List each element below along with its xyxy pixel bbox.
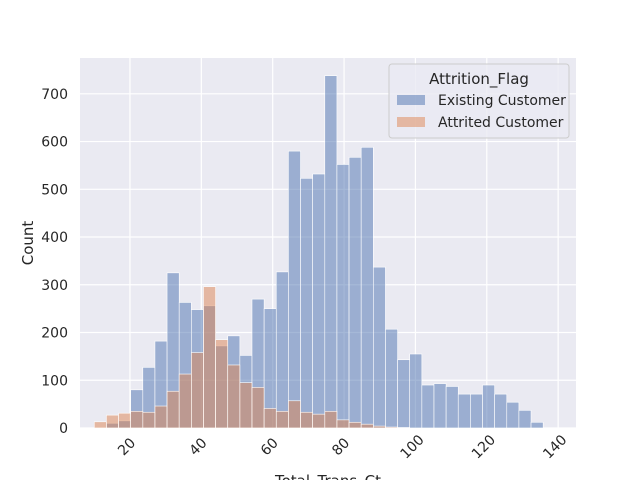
x-tick-label: 20 — [115, 435, 139, 459]
legend-swatch-existing-customer — [397, 95, 425, 105]
histogram-bar — [263, 408, 277, 429]
x-tick-label: 140 — [540, 432, 570, 462]
x-tick-label: 60 — [258, 435, 282, 459]
y-tick-label: 700 — [41, 87, 68, 103]
histogram-bar — [494, 393, 508, 429]
histogram-bar — [130, 410, 144, 429]
y-tick-labels: 0 100 200 300 400 500 600 700 — [41, 87, 68, 437]
y-tick-label: 0 — [59, 421, 68, 437]
histogram-bar — [178, 373, 192, 429]
histogram-bar — [445, 386, 459, 429]
histogram-bar — [385, 328, 398, 429]
histogram-bar — [251, 387, 265, 429]
histogram-bar — [506, 401, 520, 429]
y-axis-label: Count — [19, 221, 37, 266]
histogram-bar — [409, 353, 423, 429]
y-tick-label: 400 — [41, 230, 68, 246]
histogram-bar — [312, 173, 326, 429]
legend-label-existing-customer: Existing Customer — [438, 93, 566, 109]
histogram-bar — [288, 150, 301, 429]
histogram-bar — [93, 421, 107, 429]
histogram-bar — [336, 164, 350, 429]
histogram-bar — [275, 410, 289, 429]
y-tick-label: 600 — [41, 135, 68, 151]
x-tick-labels: 20 40 60 80 100 120 140 — [115, 432, 570, 462]
histogram-bar — [215, 339, 229, 429]
y-tick-label: 500 — [41, 182, 68, 198]
histogram-bar — [385, 426, 398, 429]
histogram-bar — [518, 410, 532, 429]
x-tick-label: 40 — [187, 435, 211, 459]
y-tick-label: 100 — [41, 373, 68, 389]
histogram-bar — [288, 400, 301, 429]
histogram-bar — [203, 286, 216, 429]
histogram-bar — [421, 384, 435, 429]
histogram-bar — [239, 382, 253, 429]
x-axis-label: Total_Trans_Ct — [274, 472, 381, 480]
histogram-bar — [275, 271, 289, 429]
histogram-bar — [312, 413, 326, 429]
histogram-bar — [166, 390, 180, 429]
y-tick-label: 300 — [41, 278, 68, 294]
x-tick-label: 100 — [397, 432, 427, 462]
histogram-bar — [530, 421, 544, 429]
legend: Attrition_Flag Existing Customer Attrite… — [388, 63, 570, 139]
x-tick-label: 80 — [329, 435, 353, 459]
histogram-bar — [482, 384, 495, 429]
histogram-bar — [227, 364, 241, 429]
histogram-bar — [433, 383, 447, 429]
y-tick-label: 200 — [41, 326, 68, 342]
histogram-bar — [118, 412, 131, 429]
x-tick-label: 120 — [469, 432, 499, 462]
histogram-bar — [373, 266, 386, 429]
histogram-bar — [142, 411, 156, 429]
histogram-bar — [470, 393, 483, 429]
histogram-bar — [348, 421, 362, 429]
histogram-bar — [106, 414, 119, 429]
bars-attrited-customer — [93, 286, 411, 429]
histogram-bar — [154, 405, 168, 429]
histogram-bar — [300, 411, 313, 429]
histogram-bar — [191, 352, 204, 429]
histogram-bar — [324, 410, 338, 429]
legend-label-attrited-customer: Attrited Customer — [438, 115, 564, 131]
histogram-bar — [348, 157, 362, 429]
histogram-bar — [324, 75, 338, 429]
histogram-bar — [397, 359, 411, 429]
legend-box — [388, 63, 570, 139]
legend-title: Attrition_Flag — [429, 70, 529, 89]
histogram-bar — [360, 146, 374, 429]
legend-swatch-attrited-customer — [397, 117, 425, 127]
histogram-bar — [300, 178, 313, 429]
histogram-bar — [360, 423, 374, 429]
histogram-bar — [336, 419, 350, 429]
histogram-bar — [457, 393, 471, 429]
histogram-bar — [373, 425, 386, 429]
